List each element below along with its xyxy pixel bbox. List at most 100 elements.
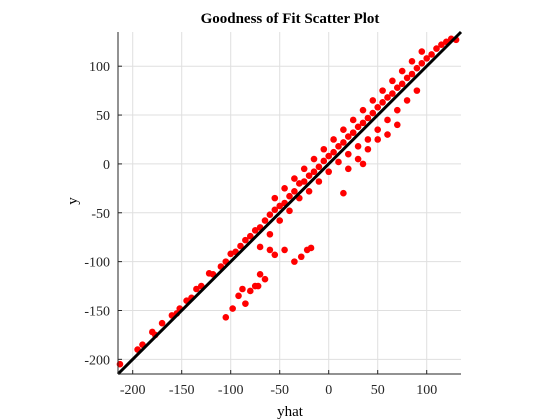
data-point bbox=[300, 178, 308, 185]
x-tick-label: -100 bbox=[218, 383, 244, 398]
data-point bbox=[374, 103, 382, 111]
data-point bbox=[315, 163, 323, 171]
data-point bbox=[438, 41, 445, 49]
data-point bbox=[384, 116, 391, 124]
data-point bbox=[408, 58, 416, 65]
data-point bbox=[359, 106, 367, 114]
x-tick-label: 0 bbox=[325, 383, 332, 398]
y-axis-ticks: -200 -150 -100 -50 0 50 100 bbox=[84, 60, 122, 368]
fit-reference-line bbox=[116, 30, 463, 376]
data-point bbox=[423, 55, 431, 62]
x-axis-label: yhat bbox=[277, 404, 304, 420]
data-point bbox=[286, 192, 293, 200]
data-point bbox=[369, 97, 377, 104]
data-point bbox=[281, 246, 288, 254]
data-point bbox=[340, 126, 347, 134]
data-point bbox=[158, 319, 166, 327]
data-point bbox=[266, 246, 274, 254]
data-point bbox=[276, 202, 284, 210]
data-point bbox=[276, 217, 284, 224]
data-point bbox=[335, 158, 342, 166]
y-tick-label: 50 bbox=[96, 109, 110, 124]
data-point bbox=[247, 232, 254, 240]
data-point bbox=[359, 160, 367, 168]
data-point bbox=[242, 300, 249, 307]
data-point bbox=[291, 187, 298, 195]
chart-title: Goodness of Fit Scatter Plot bbox=[201, 11, 380, 27]
data-point bbox=[428, 51, 435, 58]
data-point bbox=[394, 106, 401, 114]
data-point bbox=[193, 285, 200, 293]
data-point bbox=[345, 133, 352, 140]
data-point bbox=[340, 139, 347, 146]
data-point bbox=[305, 172, 313, 179]
data-point bbox=[266, 230, 274, 238]
data-point bbox=[364, 114, 372, 122]
data-point bbox=[239, 285, 246, 293]
y-tick-label: -50 bbox=[91, 207, 110, 222]
data-point bbox=[354, 143, 362, 150]
data-point bbox=[433, 45, 440, 52]
data-point bbox=[354, 123, 362, 131]
data-point bbox=[320, 157, 328, 165]
data-point bbox=[374, 136, 382, 143]
data-point bbox=[398, 67, 406, 75]
data-point bbox=[384, 131, 391, 138]
data-point bbox=[384, 94, 391, 101]
data-point bbox=[307, 244, 315, 252]
y-tick-label: 0 bbox=[103, 158, 110, 173]
data-point bbox=[354, 155, 362, 163]
data-point bbox=[242, 236, 249, 244]
data-point bbox=[349, 116, 357, 124]
data-point bbox=[222, 314, 230, 321]
data-point bbox=[320, 145, 328, 153]
data-point bbox=[266, 211, 274, 219]
axes bbox=[117, 32, 461, 375]
data-point bbox=[256, 243, 264, 251]
data-point bbox=[389, 90, 396, 97]
y-tick-label: -200 bbox=[84, 353, 110, 368]
data-point bbox=[254, 282, 262, 290]
data-point bbox=[281, 185, 288, 192]
data-point bbox=[330, 136, 337, 143]
data-point bbox=[271, 206, 279, 214]
data-point bbox=[251, 227, 259, 234]
data-point bbox=[261, 275, 269, 283]
y-tick-label: -150 bbox=[84, 304, 110, 319]
data-point bbox=[413, 64, 421, 72]
data-point bbox=[286, 207, 293, 215]
data-point bbox=[297, 253, 305, 261]
y-axis-label: y bbox=[65, 197, 81, 205]
data-point bbox=[335, 143, 342, 150]
x-tick-label: -150 bbox=[169, 383, 195, 398]
data-point bbox=[345, 165, 352, 173]
y-tick-label: -100 bbox=[84, 256, 110, 271]
data-point bbox=[398, 80, 406, 88]
data-point bbox=[345, 150, 352, 158]
x-axis-ticks: -200 -150 -100 -50 0 50 100 bbox=[120, 370, 437, 398]
y-tick-label: 100 bbox=[89, 60, 110, 75]
data-point bbox=[379, 87, 386, 94]
data-point bbox=[310, 155, 318, 163]
data-point bbox=[418, 59, 426, 67]
data-point bbox=[389, 77, 396, 85]
data-point bbox=[403, 74, 411, 82]
data-point bbox=[364, 145, 372, 153]
data-point bbox=[374, 126, 382, 134]
data-point bbox=[315, 178, 323, 185]
data-point bbox=[229, 305, 236, 312]
data-point bbox=[349, 129, 357, 136]
x-tick-label: -50 bbox=[270, 383, 289, 398]
data-point bbox=[237, 242, 244, 250]
x-tick-label: -200 bbox=[120, 383, 146, 398]
data-point bbox=[359, 119, 367, 127]
data-point bbox=[300, 165, 308, 173]
data-point bbox=[413, 87, 421, 94]
data-point bbox=[364, 136, 372, 143]
x-tick-label: 50 bbox=[371, 383, 385, 398]
data-point bbox=[247, 287, 254, 295]
data-point bbox=[305, 187, 313, 195]
data-point bbox=[271, 194, 279, 202]
data-point bbox=[310, 168, 318, 176]
